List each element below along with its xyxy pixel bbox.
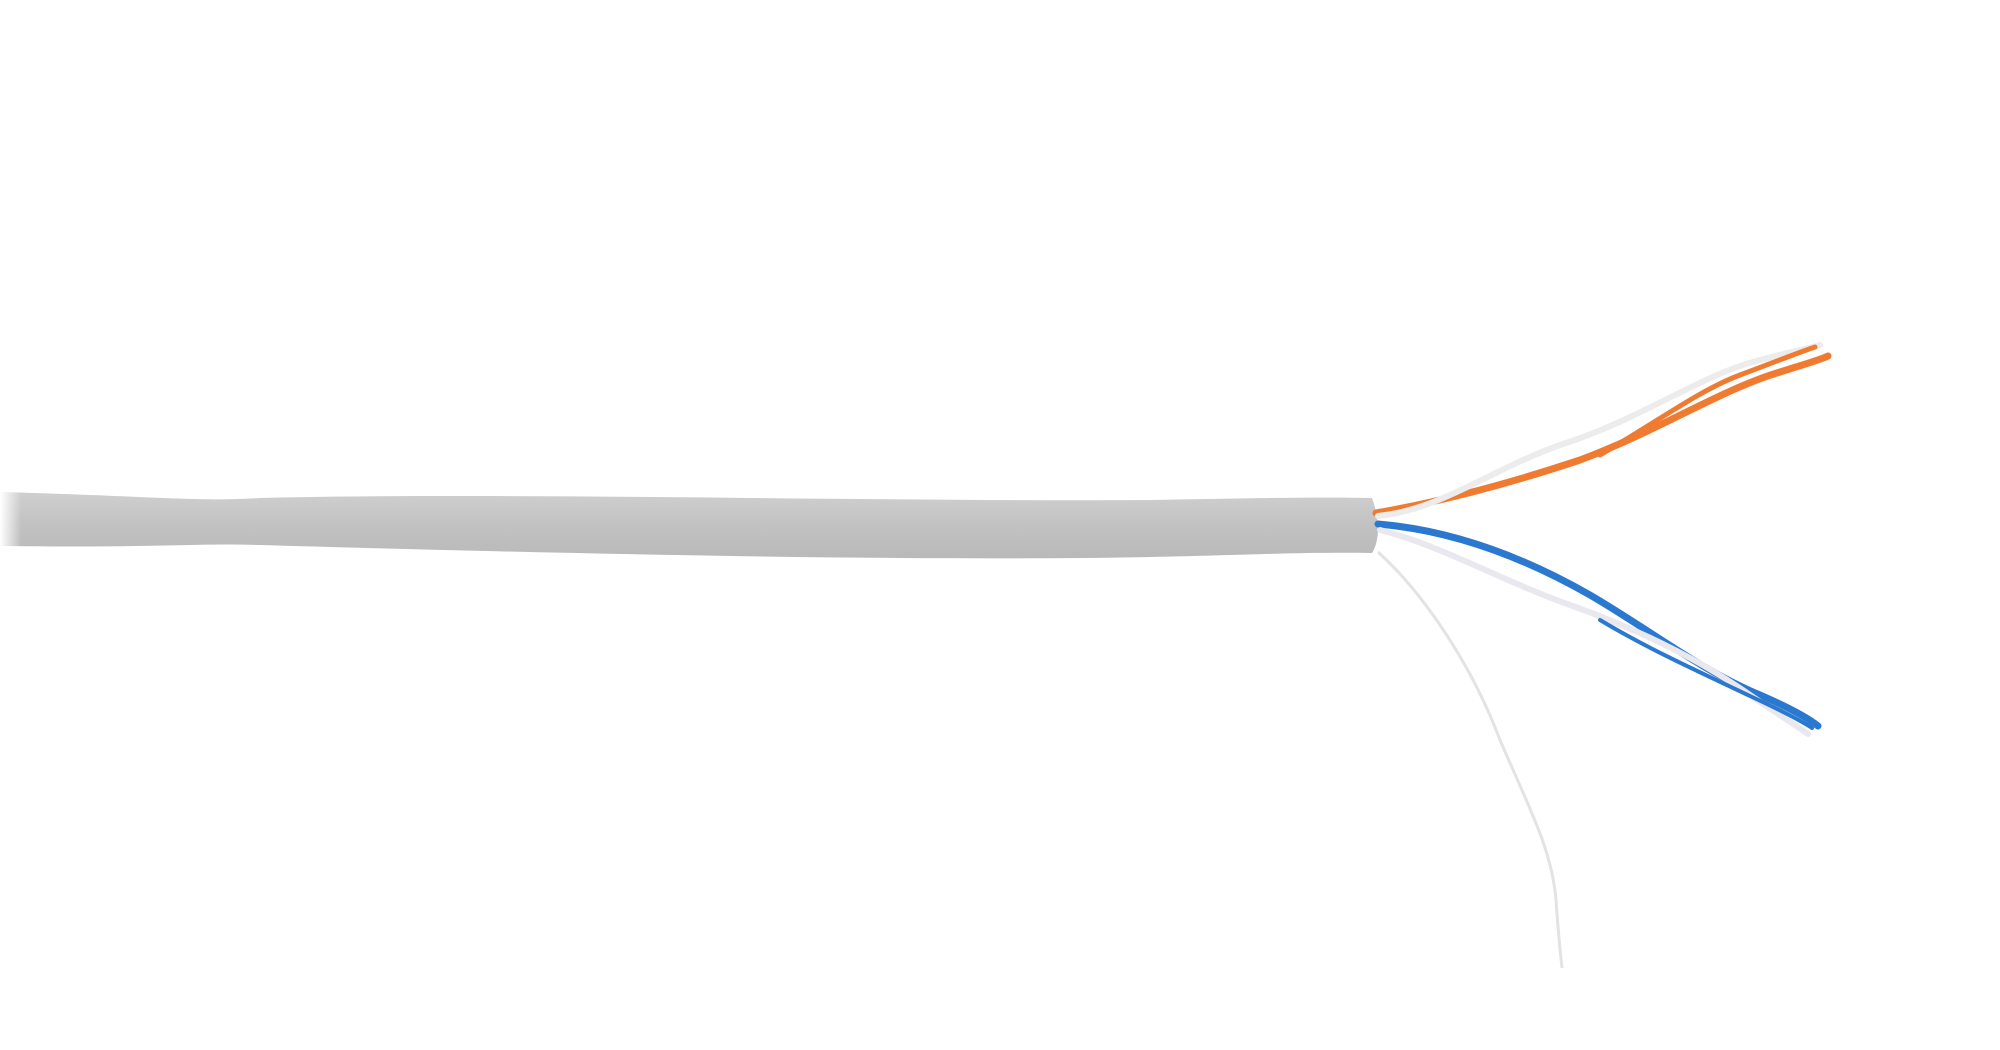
ripcord-thread bbox=[1376, 550, 1564, 969]
orange-pair bbox=[1372, 342, 1832, 519]
blue-pair bbox=[1374, 520, 1822, 737]
cable-jacket bbox=[0, 492, 1378, 559]
cable-fade bbox=[0, 480, 300, 560]
